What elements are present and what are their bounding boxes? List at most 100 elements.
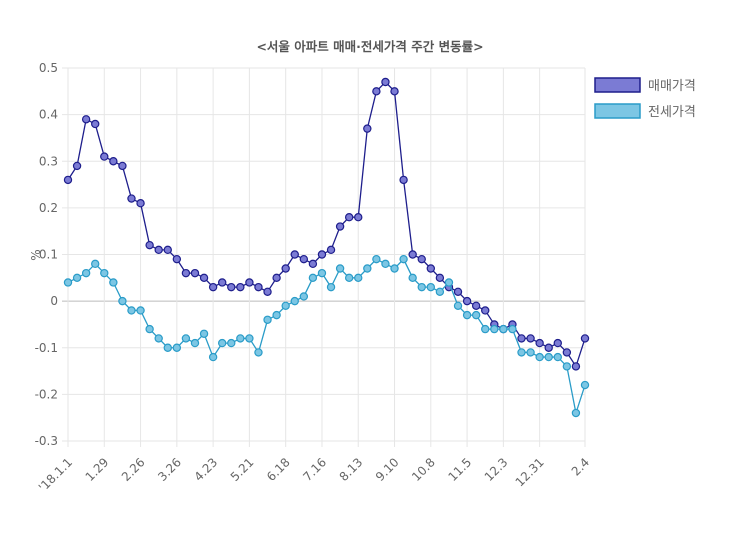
data-point <box>236 282 245 292</box>
data-point <box>127 194 136 203</box>
data-point <box>426 264 436 273</box>
data-point <box>508 324 517 334</box>
data-point <box>81 268 91 278</box>
data-point <box>91 119 100 129</box>
x-tick-label: 5.21 <box>228 455 257 484</box>
data-point <box>471 310 481 320</box>
y-tick-label: 0.2 <box>39 201 58 215</box>
data-point <box>72 273 82 283</box>
data-point <box>354 212 363 222</box>
data-point <box>163 245 172 255</box>
data-point <box>308 259 318 269</box>
x-tick-label: 10.8 <box>409 455 438 484</box>
x-tick-label: 2.26 <box>119 455 148 484</box>
data-point <box>263 315 272 324</box>
data-point <box>481 324 490 334</box>
data-point <box>535 352 544 362</box>
data-point <box>553 338 562 348</box>
y-tick-label: 0.1 <box>39 248 58 262</box>
data-point <box>63 175 73 185</box>
data-point <box>354 273 363 283</box>
data-point <box>363 264 372 273</box>
data-point <box>462 310 472 320</box>
data-point <box>281 301 290 310</box>
data-point <box>544 343 553 352</box>
data-point <box>63 278 73 287</box>
x-tick-label: '18.1.1 <box>36 455 75 494</box>
y-tick-label: -0.2 <box>35 387 58 401</box>
data-point <box>154 334 163 343</box>
data-point <box>426 282 436 292</box>
data-point <box>263 287 272 296</box>
data-point <box>326 282 336 292</box>
data-point <box>390 87 399 96</box>
data-point <box>109 157 118 166</box>
series-jeonse <box>63 254 590 418</box>
data-point <box>208 352 218 362</box>
data-point <box>208 282 218 292</box>
data-point <box>481 306 490 315</box>
data-point <box>381 259 390 269</box>
data-point <box>199 329 209 338</box>
data-point <box>317 250 327 259</box>
data-point <box>435 273 445 283</box>
data-point <box>571 362 581 371</box>
data-point <box>462 296 472 306</box>
data-point <box>227 338 236 348</box>
data-point <box>217 338 227 348</box>
data-point <box>308 273 318 283</box>
data-point <box>471 301 481 310</box>
data-point <box>91 259 100 269</box>
series-line <box>67 258 586 416</box>
legend-label: 매매가격 <box>648 79 696 94</box>
data-point <box>181 268 191 278</box>
data-point <box>571 408 581 418</box>
data-point <box>399 175 408 185</box>
x-tick-label: 12.31 <box>513 455 547 489</box>
data-point <box>290 296 299 306</box>
series-group <box>63 77 590 418</box>
data-point <box>562 348 572 357</box>
data-point <box>245 278 254 287</box>
data-point <box>145 324 154 334</box>
y-tick-label: 0.4 <box>39 108 58 122</box>
data-point <box>81 115 91 124</box>
data-point <box>100 268 109 278</box>
data-point <box>562 362 572 371</box>
data-point <box>181 334 191 343</box>
data-point <box>344 212 354 222</box>
data-point <box>544 352 553 362</box>
data-point <box>390 264 399 273</box>
series-sale <box>63 77 590 371</box>
data-point <box>190 268 200 278</box>
data-point <box>417 254 426 264</box>
data-point <box>444 278 454 287</box>
data-point <box>408 273 417 283</box>
data-point <box>535 338 544 348</box>
data-point <box>372 87 381 96</box>
y-tick-label: 0.5 <box>39 61 58 75</box>
data-point <box>254 348 263 357</box>
y-tick-label: -0.3 <box>35 434 58 448</box>
data-point <box>490 324 499 334</box>
data-point <box>118 161 127 171</box>
x-tick-label: 4.23 <box>191 455 220 484</box>
data-point <box>381 77 390 87</box>
data-point <box>453 287 463 296</box>
data-point <box>190 338 200 348</box>
data-point <box>299 254 309 264</box>
series-line <box>67 81 586 368</box>
x-tick-label: 9.10 <box>373 455 402 484</box>
data-point <box>199 273 209 283</box>
data-point <box>372 254 381 264</box>
data-point <box>72 161 82 171</box>
data-point <box>517 334 526 343</box>
data-point <box>344 273 354 283</box>
data-point <box>290 250 299 259</box>
data-point <box>145 240 154 250</box>
x-tick-label: 12.3 <box>482 455 511 484</box>
legend-swatch <box>594 103 641 119</box>
data-point <box>417 282 426 292</box>
